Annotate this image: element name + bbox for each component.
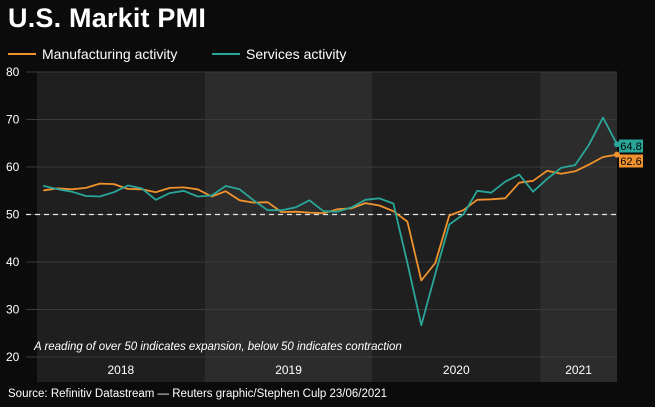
y-tick-label-60: 60 xyxy=(6,160,20,174)
year-label-2020: 2020 xyxy=(443,363,470,377)
series-end-point-services xyxy=(614,141,620,148)
series-line-services xyxy=(43,116,618,327)
year-label-2021: 2021 xyxy=(565,363,592,377)
end-label-box-manufacturing xyxy=(619,154,643,168)
legend-swatch-services xyxy=(212,53,240,55)
y-tick-label-50: 50 xyxy=(6,208,20,222)
chart-title: U.S. Markit PMI xyxy=(8,3,207,33)
end-label-manufacturing: 62.6 xyxy=(620,156,641,168)
year-band-2018 xyxy=(36,72,205,382)
year-band-2020 xyxy=(372,72,541,382)
y-tick-label-80: 80 xyxy=(6,65,20,79)
end-label-box-services xyxy=(619,139,643,153)
annotation-text: A reading of over 50 indicates expansion… xyxy=(33,341,402,353)
legend-label-manufacturing: Manufacturing activity xyxy=(42,46,178,62)
legend-label-services: Services activity xyxy=(246,46,347,62)
source-note: Source: Refinitiv Datastream — Reuters g… xyxy=(8,388,388,400)
legend: Manufacturing activity Services activity xyxy=(0,46,655,66)
y-tick-label-20: 20 xyxy=(6,350,20,364)
year-band-2019 xyxy=(204,72,373,382)
legend-item-manufacturing: Manufacturing activity xyxy=(8,46,177,62)
legend-swatch-manufacturing xyxy=(8,53,36,55)
y-tick-label-40: 40 xyxy=(6,255,20,269)
end-label-services: 64.8 xyxy=(620,141,641,153)
legend-item-services: Services activity xyxy=(212,46,346,62)
y-tick-label-30: 30 xyxy=(6,303,20,317)
year-label-2018: 2018 xyxy=(107,363,134,377)
year-label-2019: 2019 xyxy=(275,363,302,377)
y-tick-label-70: 70 xyxy=(6,113,20,127)
series-end-point-manufacturing xyxy=(614,151,620,158)
year-band-2021 xyxy=(540,72,617,382)
